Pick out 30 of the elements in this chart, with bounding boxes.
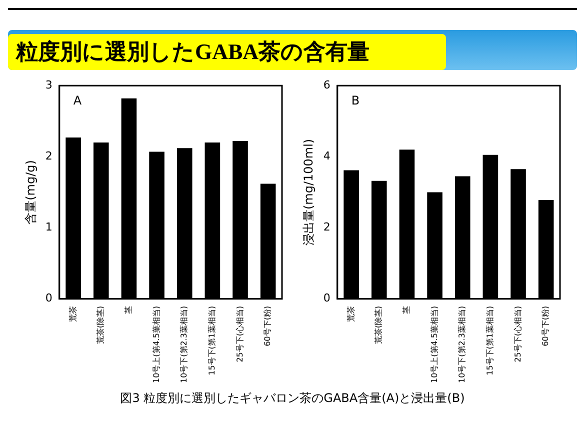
- chart-title: 粒度別に選別したGABA茶の含有量: [8, 34, 446, 70]
- x-tick-label: 10号下(第2.3葉相当): [180, 306, 189, 384]
- x-tick-label: 60号下(粉): [541, 306, 550, 346]
- y-tick-label: 0: [323, 292, 330, 305]
- x-tick-label: 10号上(第4.5葉相当): [152, 306, 161, 384]
- y-tick-label: 2: [45, 150, 52, 163]
- annotation: A: [73, 94, 82, 108]
- y-tick-label: 3: [45, 78, 52, 92]
- caption: 図3 粒度別に選別したギャバロン茶のGABA含量(A)と浸出量(B): [119, 390, 466, 407]
- x-tick-label: 15号下(第1葉相当): [486, 306, 495, 376]
- y-tick-label: 1: [45, 220, 52, 234]
- y-tick-label: 6: [323, 78, 330, 92]
- x-tick-label: 荒茶: [68, 306, 78, 322]
- x-tick-label: 10号上(第4.5葉相当): [430, 306, 439, 384]
- x-tick-label: 25号下(心相当): [235, 306, 244, 362]
- x-tick-label: 荒茶(除茎): [96, 306, 106, 344]
- x-tick-label: 25号下(心相当): [513, 306, 522, 362]
- x-tick-label: 10号下(第2.3葉相当): [458, 306, 467, 384]
- y-tick-label: 2: [323, 220, 330, 234]
- x-tick-label: 15号下(第1葉相当): [208, 306, 217, 376]
- x-tick-label: 荒茶: [346, 306, 356, 322]
- y-tick-label: 4: [323, 150, 330, 163]
- y-axis-title: 含量(mg/g): [23, 160, 38, 224]
- y-tick-label: 0: [45, 292, 52, 305]
- x-tick-label: 60号下(粉): [263, 306, 272, 346]
- x-tick-label: 荒茶(除茎): [374, 306, 384, 344]
- x-tick-label: 茎: [124, 306, 134, 314]
- y-axis-title: 浸出量(mg/100ml): [301, 138, 316, 246]
- x-tick-label: 茎: [402, 306, 412, 314]
- annotation: B: [351, 94, 360, 108]
